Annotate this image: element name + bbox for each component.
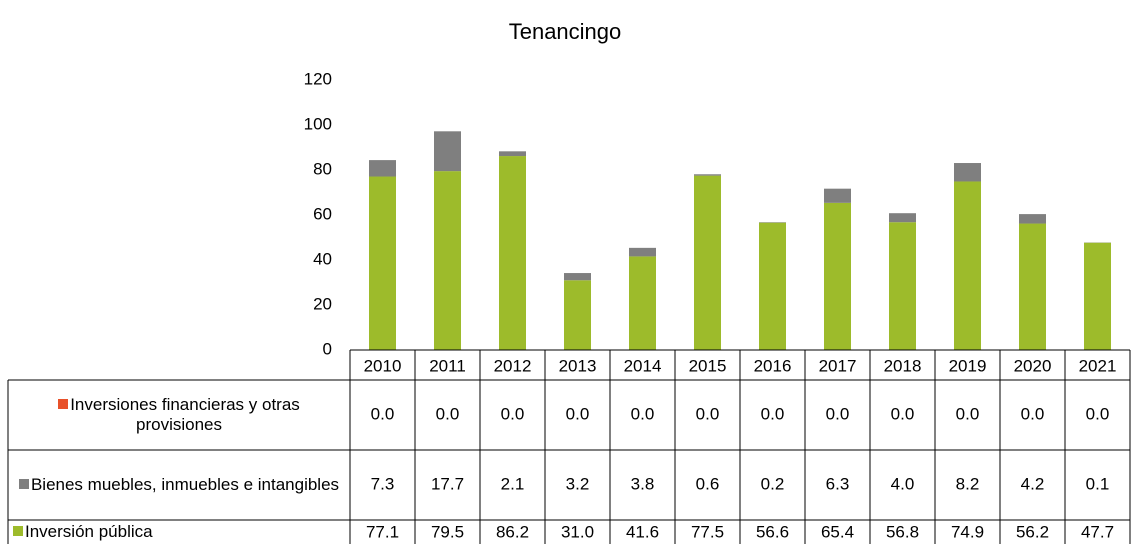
x-tick-label: 2019 bbox=[949, 356, 987, 375]
x-tick-label: 2014 bbox=[624, 356, 662, 375]
table-value: 4.0 bbox=[891, 474, 915, 493]
legend-swatch bbox=[13, 526, 23, 536]
y-tick-label: 60 bbox=[313, 204, 332, 223]
bar-segment bbox=[954, 181, 981, 350]
table-value: 0.2 bbox=[761, 474, 785, 493]
bar-segment bbox=[1019, 214, 1046, 224]
legend-cell: Inversiones financieras y otras provisio… bbox=[9, 380, 349, 450]
y-tick-label: 120 bbox=[304, 69, 332, 88]
table-value: 7.3 bbox=[371, 474, 395, 493]
x-tick-label: 2017 bbox=[819, 356, 857, 375]
table-value: 56.8 bbox=[886, 522, 919, 541]
bar-segment bbox=[1019, 223, 1046, 350]
bar-segment bbox=[889, 213, 916, 223]
y-tick-label: 20 bbox=[313, 294, 332, 313]
table-value: 56.6 bbox=[756, 522, 789, 541]
bar-segment bbox=[629, 256, 656, 350]
bar-segment bbox=[1084, 242, 1111, 350]
x-tick-label: 2016 bbox=[754, 356, 792, 375]
y-tick-label: 40 bbox=[313, 249, 332, 268]
table-value: 65.4 bbox=[821, 522, 854, 541]
table-value: 86.2 bbox=[496, 522, 529, 541]
table-value: 8.2 bbox=[956, 474, 980, 493]
bar-segment bbox=[694, 174, 721, 176]
table-value: 4.2 bbox=[1021, 474, 1045, 493]
x-tick-label: 2021 bbox=[1079, 356, 1117, 375]
bar-segment bbox=[369, 160, 396, 177]
y-tick-label: 80 bbox=[313, 159, 332, 178]
bar-segment bbox=[369, 176, 396, 350]
legend-cell: Bienes muebles, inmuebles e intangibles bbox=[9, 450, 349, 520]
table-value: 0.1 bbox=[1086, 474, 1110, 493]
x-tick-label: 2010 bbox=[364, 356, 402, 375]
bar-segment bbox=[564, 280, 591, 350]
table-value: 47.7 bbox=[1081, 522, 1114, 541]
bar-segment bbox=[434, 131, 461, 172]
legend-cell: Inversión pública bbox=[9, 520, 349, 544]
x-tick-label: 2015 bbox=[689, 356, 727, 375]
table-value: 0.0 bbox=[371, 404, 395, 423]
table-value: 0.0 bbox=[1021, 404, 1045, 423]
bar-segment bbox=[889, 222, 916, 350]
legend-entry: Inversiones financieras y otras provisio… bbox=[9, 380, 349, 450]
x-tick-label: 2013 bbox=[559, 356, 597, 375]
legend-entry: Inversión pública bbox=[9, 520, 349, 544]
legend-label: Bienes muebles, inmuebles e intangibles bbox=[30, 475, 340, 494]
table-value: 17.7 bbox=[431, 474, 464, 493]
table-value: 0.0 bbox=[956, 404, 980, 423]
x-tick-label: 2020 bbox=[1014, 356, 1052, 375]
y-tick-label: 0 bbox=[323, 339, 332, 358]
x-tick-label: 2011 bbox=[429, 356, 466, 375]
table-value: 0.0 bbox=[436, 404, 460, 423]
bar-segment bbox=[564, 273, 591, 281]
legend-label: Inversión pública bbox=[25, 522, 153, 541]
bar-segment bbox=[499, 151, 526, 157]
table-value: 0.0 bbox=[1086, 404, 1110, 423]
x-tick-label: 2012 bbox=[494, 356, 532, 375]
table-value: 0.0 bbox=[631, 404, 655, 423]
table-value: 0.0 bbox=[501, 404, 525, 423]
legend-label: Inversiones financieras y otras provisio… bbox=[70, 395, 300, 434]
table-value: 79.5 bbox=[431, 522, 464, 541]
y-tick-label: 100 bbox=[304, 114, 332, 133]
legend-swatch bbox=[58, 399, 69, 409]
table-value: 2.1 bbox=[501, 474, 525, 493]
bar-segment bbox=[629, 247, 656, 257]
table-value: 0.0 bbox=[826, 404, 850, 423]
table-value: 41.6 bbox=[626, 522, 659, 541]
bar-segment bbox=[434, 171, 461, 350]
table-value: 6.3 bbox=[826, 474, 850, 493]
table-value: 56.2 bbox=[1016, 522, 1049, 541]
legend-swatch bbox=[18, 479, 29, 489]
table-value: 0.0 bbox=[891, 404, 915, 423]
bar-segment bbox=[954, 163, 981, 182]
chart-title: Tenancingo bbox=[509, 19, 622, 44]
table-value: 31.0 bbox=[561, 522, 594, 541]
table-value: 74.9 bbox=[951, 522, 984, 541]
table-value: 0.0 bbox=[696, 404, 720, 423]
table-value: 0.6 bbox=[696, 474, 720, 493]
table-value: 3.2 bbox=[566, 474, 590, 493]
table-value: 77.1 bbox=[366, 522, 399, 541]
table-value: 0.0 bbox=[761, 404, 785, 423]
bar-segment bbox=[499, 156, 526, 350]
legend-entry: Bienes muebles, inmuebles e intangibles bbox=[9, 450, 349, 520]
x-tick-label: 2018 bbox=[884, 356, 922, 375]
bar-segment bbox=[759, 222, 786, 350]
bar-segment bbox=[824, 188, 851, 203]
table-value: 3.8 bbox=[631, 474, 655, 493]
bar-segment bbox=[694, 175, 721, 350]
bar-segment bbox=[824, 202, 851, 350]
table-value: 0.0 bbox=[566, 404, 590, 423]
table-value: 77.5 bbox=[691, 522, 724, 541]
